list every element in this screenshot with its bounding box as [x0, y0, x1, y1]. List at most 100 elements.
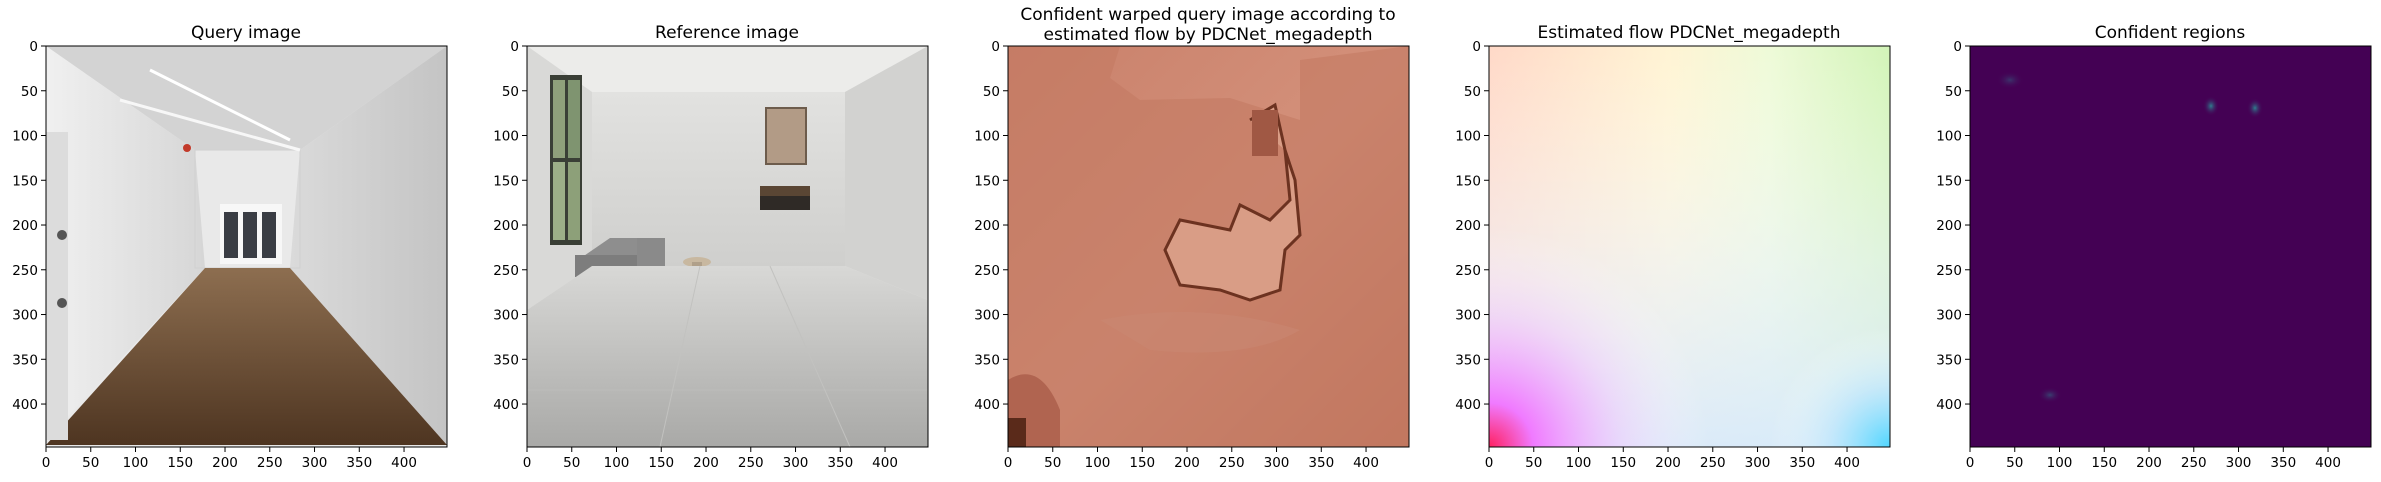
x-tick-label: 150	[2091, 455, 2117, 471]
y-tick-label: 100	[974, 129, 1000, 145]
y-tick-label: 50	[983, 84, 1000, 100]
axes-frame	[1969, 45, 2372, 448]
x-tick-label: 250	[1219, 455, 1245, 471]
y-tick-label: 300	[974, 308, 1000, 324]
y-tick-label: 400	[493, 397, 519, 413]
y-tick-label: 50	[1464, 84, 1481, 100]
x-tick-label: 100	[1085, 455, 1111, 471]
y-axis: 0 50 100 150 200 250 300 350 400	[1936, 39, 1970, 413]
y-tick-label: 100	[493, 129, 519, 145]
y-axis: 0 50 100 150 200 250 300 350 400	[974, 39, 1008, 413]
warped-photo	[1008, 46, 1409, 447]
y-tick-label: 150	[1936, 173, 1962, 189]
x-axis: 0 50 100 150 200 250 300 350 400	[523, 447, 898, 471]
x-tick-label: 0	[523, 455, 532, 471]
y-tick-label: 200	[974, 218, 1000, 234]
y-tick-label: 300	[1455, 308, 1481, 324]
x-tick-label: 200	[693, 455, 719, 471]
y-tick-label: 50	[21, 84, 38, 100]
x-tick-label: 400	[1834, 455, 1860, 471]
y-tick-label: 100	[1455, 129, 1481, 145]
y-tick-label: 150	[974, 173, 1000, 189]
y-tick-label: 150	[1455, 173, 1481, 189]
x-tick-label: 150	[648, 455, 674, 471]
x-tick-label: 50	[82, 455, 99, 471]
reference-photo	[527, 46, 928, 448]
x-tick-label: 300	[1745, 455, 1771, 471]
panel-title: Estimated flow PDCNet_megadepth	[1538, 23, 1841, 43]
x-tick-label: 100	[604, 455, 630, 471]
x-axis: 0 50 100 150 200 250 300 350 400	[42, 447, 417, 471]
y-axis: 0 50 100 150 200 250 300 350 400	[1455, 39, 1489, 413]
x-tick-label: 250	[1700, 455, 1726, 471]
x-tick-label: 200	[212, 455, 238, 471]
panel-title-line-1: Confident warped query image according t…	[1020, 5, 1395, 25]
y-tick-label: 0	[991, 39, 1000, 55]
panel-title: Confident regions	[2095, 23, 2246, 43]
y-tick-label: 350	[1455, 352, 1481, 368]
y-tick-label: 0	[29, 39, 38, 55]
x-tick-label: 350	[1308, 455, 1334, 471]
y-tick-label: 250	[1455, 263, 1481, 279]
x-tick-label: 400	[1353, 455, 1379, 471]
panel-confident-regions: Confident regions 0 50 100 150 200 250 300 350 4…	[1936, 23, 2372, 471]
y-tick-label: 350	[493, 352, 519, 368]
y-tick-label: 200	[1936, 218, 1962, 234]
y-tick-label: 0	[510, 39, 519, 55]
y-axis: 0 50 100 150 200 250 300 350 400	[493, 39, 527, 413]
panel-estimated-flow: Estimated flow PDCNet_megadepth 0 50 100 15…	[1455, 23, 1891, 471]
y-tick-label: 50	[502, 84, 519, 100]
y-tick-label: 200	[12, 218, 38, 234]
y-tick-label: 0	[1472, 39, 1481, 55]
x-tick-label: 50	[1525, 455, 1542, 471]
x-tick-label: 150	[1129, 455, 1155, 471]
y-tick-label: 350	[12, 352, 38, 368]
x-tick-label: 300	[302, 455, 328, 471]
panel-query-image: Query image 0 50 100 150 200 250 300 350 400 0 50…	[12, 23, 448, 471]
x-tick-label: 100	[1566, 455, 1592, 471]
x-tick-label: 0	[1004, 455, 1013, 471]
x-tick-label: 300	[783, 455, 809, 471]
y-tick-label: 0	[1953, 39, 1962, 55]
x-tick-label: 250	[257, 455, 283, 471]
y-tick-label: 250	[1936, 263, 1962, 279]
x-tick-label: 350	[1789, 455, 1815, 471]
panel-reference-image: Reference image 0 50 100 150 20	[493, 23, 929, 471]
panel-warped-image: Confident warped query image according t…	[974, 5, 1410, 471]
x-tick-label: 200	[2136, 455, 2162, 471]
y-tick-label: 100	[12, 129, 38, 145]
y-tick-label: 150	[493, 173, 519, 189]
x-tick-label: 400	[872, 455, 898, 471]
x-tick-label: 0	[1485, 455, 1494, 471]
axes-frame	[1007, 45, 1410, 448]
y-tick-label: 400	[12, 397, 38, 413]
y-tick-label: 300	[1936, 308, 1962, 324]
y-tick-label: 300	[493, 308, 519, 324]
y-tick-label: 400	[1936, 397, 1962, 413]
y-tick-label: 400	[974, 397, 1000, 413]
x-tick-label: 150	[167, 455, 193, 471]
y-tick-label: 250	[493, 263, 519, 279]
x-axis: 0 50 100 150 200 250 300 350 400	[1966, 447, 2341, 471]
x-tick-label: 350	[346, 455, 372, 471]
x-tick-label: 300	[1264, 455, 1290, 471]
confidence-heatmap	[1970, 46, 2371, 447]
x-tick-label: 250	[2181, 455, 2207, 471]
panel-title-line-2: estimated flow by PDCNet_megadepth	[1044, 25, 1373, 45]
x-tick-label: 150	[1610, 455, 1636, 471]
y-tick-label: 250	[12, 263, 38, 279]
x-tick-label: 400	[2315, 455, 2341, 471]
y-tick-label: 300	[12, 308, 38, 324]
axes-frame	[45, 45, 448, 448]
y-axis: 0 50 100 150 200 250 300 350 400	[12, 39, 46, 413]
query-photo	[46, 46, 447, 447]
x-tick-label: 350	[2270, 455, 2296, 471]
x-tick-label: 50	[563, 455, 580, 471]
x-tick-label: 350	[827, 455, 853, 471]
x-tick-label: 250	[738, 455, 764, 471]
y-tick-label: 350	[974, 352, 1000, 368]
y-tick-label: 50	[1945, 84, 1962, 100]
panel-title: Query image	[191, 23, 301, 43]
x-tick-label: 50	[1044, 455, 1061, 471]
